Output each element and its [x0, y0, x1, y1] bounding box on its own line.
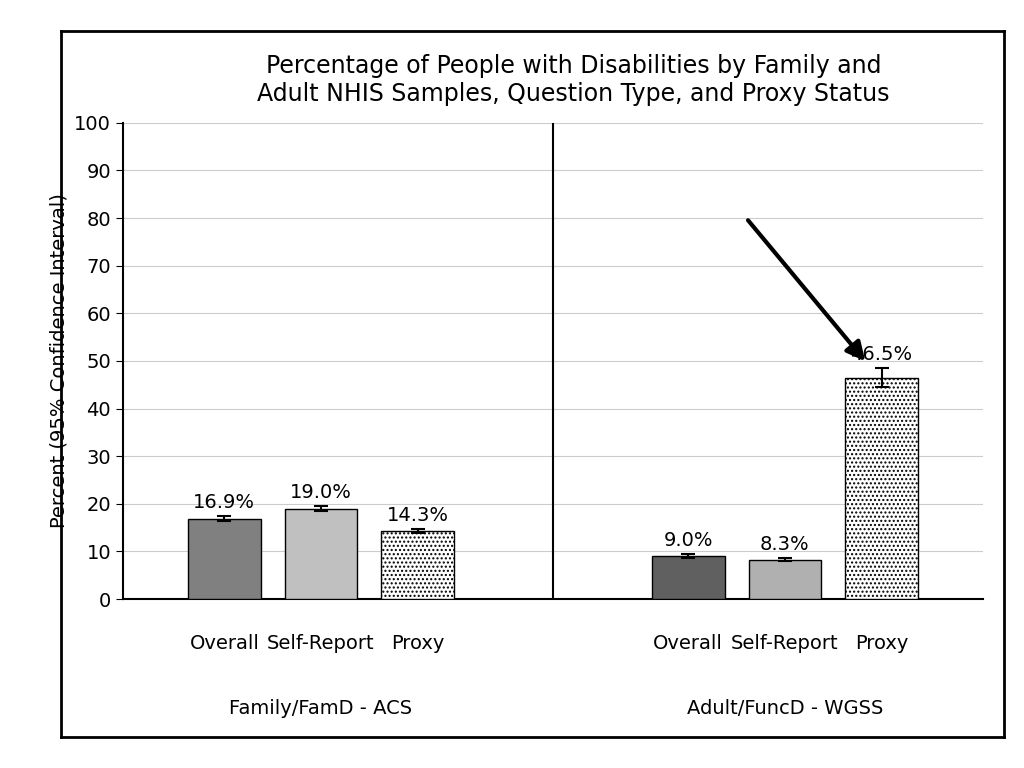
- Text: Family/FamD - ACS: Family/FamD - ACS: [229, 699, 413, 718]
- Text: 8.3%: 8.3%: [760, 535, 810, 554]
- Text: Overall: Overall: [189, 634, 259, 653]
- Text: Adult/FuncD - WGSS: Adult/FuncD - WGSS: [687, 699, 883, 718]
- Text: 46.5%: 46.5%: [851, 346, 912, 364]
- Text: 14.3%: 14.3%: [387, 506, 449, 525]
- Bar: [749, 560, 821, 599]
- Y-axis label: Percent (95% Confidence Interval): Percent (95% Confidence Interval): [49, 194, 69, 528]
- Text: Proxy: Proxy: [391, 634, 444, 653]
- Text: 16.9%: 16.9%: [194, 493, 255, 512]
- Text: 9.0%: 9.0%: [664, 531, 713, 551]
- Bar: [652, 556, 725, 599]
- Bar: [285, 508, 357, 599]
- Bar: [188, 518, 260, 599]
- Text: Percentage of People with Disabilities by Family and
Adult NHIS Samples, Questio: Percentage of People with Disabilities b…: [257, 54, 890, 105]
- Text: Overall: Overall: [653, 634, 723, 653]
- Text: 19.0%: 19.0%: [290, 483, 352, 502]
- Text: Self-Report: Self-Report: [731, 634, 839, 653]
- Text: Self-Report: Self-Report: [267, 634, 375, 653]
- Bar: [381, 531, 454, 599]
- Text: Proxy: Proxy: [855, 634, 908, 653]
- Bar: [846, 378, 918, 599]
